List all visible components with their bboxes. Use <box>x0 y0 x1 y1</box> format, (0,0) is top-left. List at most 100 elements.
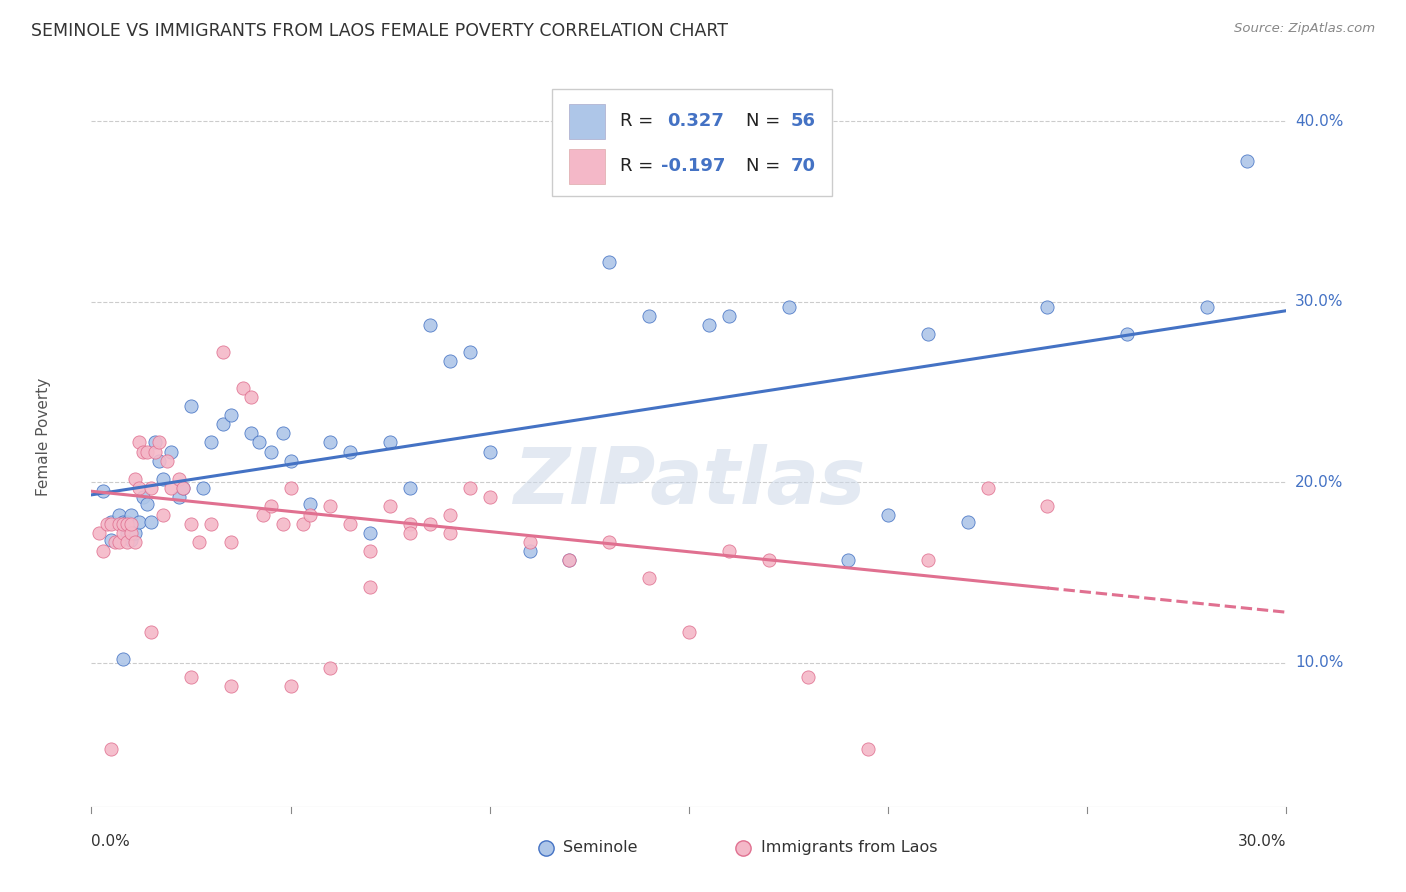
Point <box>128 481 150 495</box>
Point <box>399 516 422 531</box>
Point <box>180 400 202 414</box>
Point <box>339 444 361 458</box>
Point <box>519 544 541 558</box>
Text: 30.0%: 30.0% <box>1239 834 1286 849</box>
Point <box>120 533 142 547</box>
Point <box>339 516 361 531</box>
Point <box>136 497 159 511</box>
Point <box>419 318 441 332</box>
Point <box>1195 300 1218 314</box>
Point <box>291 516 314 531</box>
Text: 40.0%: 40.0% <box>1295 113 1343 128</box>
Point <box>458 345 481 359</box>
Point <box>148 453 170 467</box>
Point <box>877 508 900 522</box>
Point <box>232 381 254 395</box>
Point <box>152 472 174 486</box>
Point <box>299 508 322 522</box>
Point <box>598 534 620 549</box>
Point <box>124 525 146 540</box>
Point <box>160 481 183 495</box>
Point <box>976 481 998 495</box>
Text: R =: R = <box>620 112 658 130</box>
Text: 10.0%: 10.0% <box>1295 656 1343 670</box>
Point <box>112 525 135 540</box>
Point <box>136 444 159 458</box>
Point <box>778 300 800 314</box>
Point <box>678 625 700 640</box>
Point <box>112 652 135 666</box>
Point <box>697 318 720 332</box>
Point <box>89 525 111 540</box>
Point <box>180 516 202 531</box>
Point <box>219 409 242 423</box>
Point <box>115 515 138 529</box>
FancyBboxPatch shape <box>551 89 832 196</box>
Point <box>160 444 183 458</box>
Point <box>128 435 150 450</box>
Point <box>141 481 162 495</box>
Point <box>439 525 461 540</box>
Point <box>148 435 170 450</box>
Point <box>717 544 740 558</box>
Point <box>152 508 174 522</box>
Point <box>120 516 142 531</box>
Point <box>167 472 190 486</box>
Point <box>96 516 118 531</box>
Point <box>439 508 461 522</box>
Point <box>271 426 294 441</box>
Point <box>837 553 859 567</box>
Point <box>120 508 142 522</box>
Point <box>141 515 162 529</box>
Point <box>797 670 820 684</box>
Text: R =: R = <box>620 157 658 176</box>
Point <box>188 534 211 549</box>
Point <box>478 444 501 458</box>
Point <box>399 525 422 540</box>
Text: Female Poverty: Female Poverty <box>37 378 51 496</box>
Point <box>191 481 214 495</box>
Text: SEMINOLE VS IMMIGRANTS FROM LAOS FEMALE POVERTY CORRELATION CHART: SEMINOLE VS IMMIGRANTS FROM LAOS FEMALE … <box>31 22 728 40</box>
Text: ZIPatlas: ZIPatlas <box>513 443 865 519</box>
Point <box>280 453 302 467</box>
Point <box>100 533 122 547</box>
Point <box>128 515 150 529</box>
Point <box>180 670 202 684</box>
Point <box>211 417 233 432</box>
Point <box>319 499 342 513</box>
Point <box>478 490 501 504</box>
Point <box>108 516 131 531</box>
Point <box>172 481 194 495</box>
Point <box>156 453 179 467</box>
Text: N =: N = <box>747 112 786 130</box>
Point <box>93 544 115 558</box>
Point <box>200 516 222 531</box>
Point <box>108 534 131 549</box>
Point <box>319 661 342 675</box>
Point <box>211 345 233 359</box>
Point <box>419 516 441 531</box>
Point <box>1036 499 1059 513</box>
Point <box>219 534 242 549</box>
Point <box>638 571 661 585</box>
Text: N =: N = <box>747 157 786 176</box>
Point <box>1036 300 1059 314</box>
Point <box>93 484 115 499</box>
Point <box>100 515 122 529</box>
Point <box>259 499 281 513</box>
Point <box>598 255 620 269</box>
Point <box>132 490 155 504</box>
FancyBboxPatch shape <box>569 103 606 139</box>
Point <box>271 516 294 531</box>
Point <box>115 534 138 549</box>
Point <box>956 515 979 529</box>
Point <box>856 742 880 756</box>
Point <box>200 435 222 450</box>
Point <box>120 525 142 540</box>
Point <box>359 580 381 594</box>
Point <box>399 481 422 495</box>
Text: 30.0%: 30.0% <box>1295 294 1343 310</box>
Point <box>917 327 939 342</box>
Point <box>558 553 581 567</box>
Point <box>108 508 131 522</box>
